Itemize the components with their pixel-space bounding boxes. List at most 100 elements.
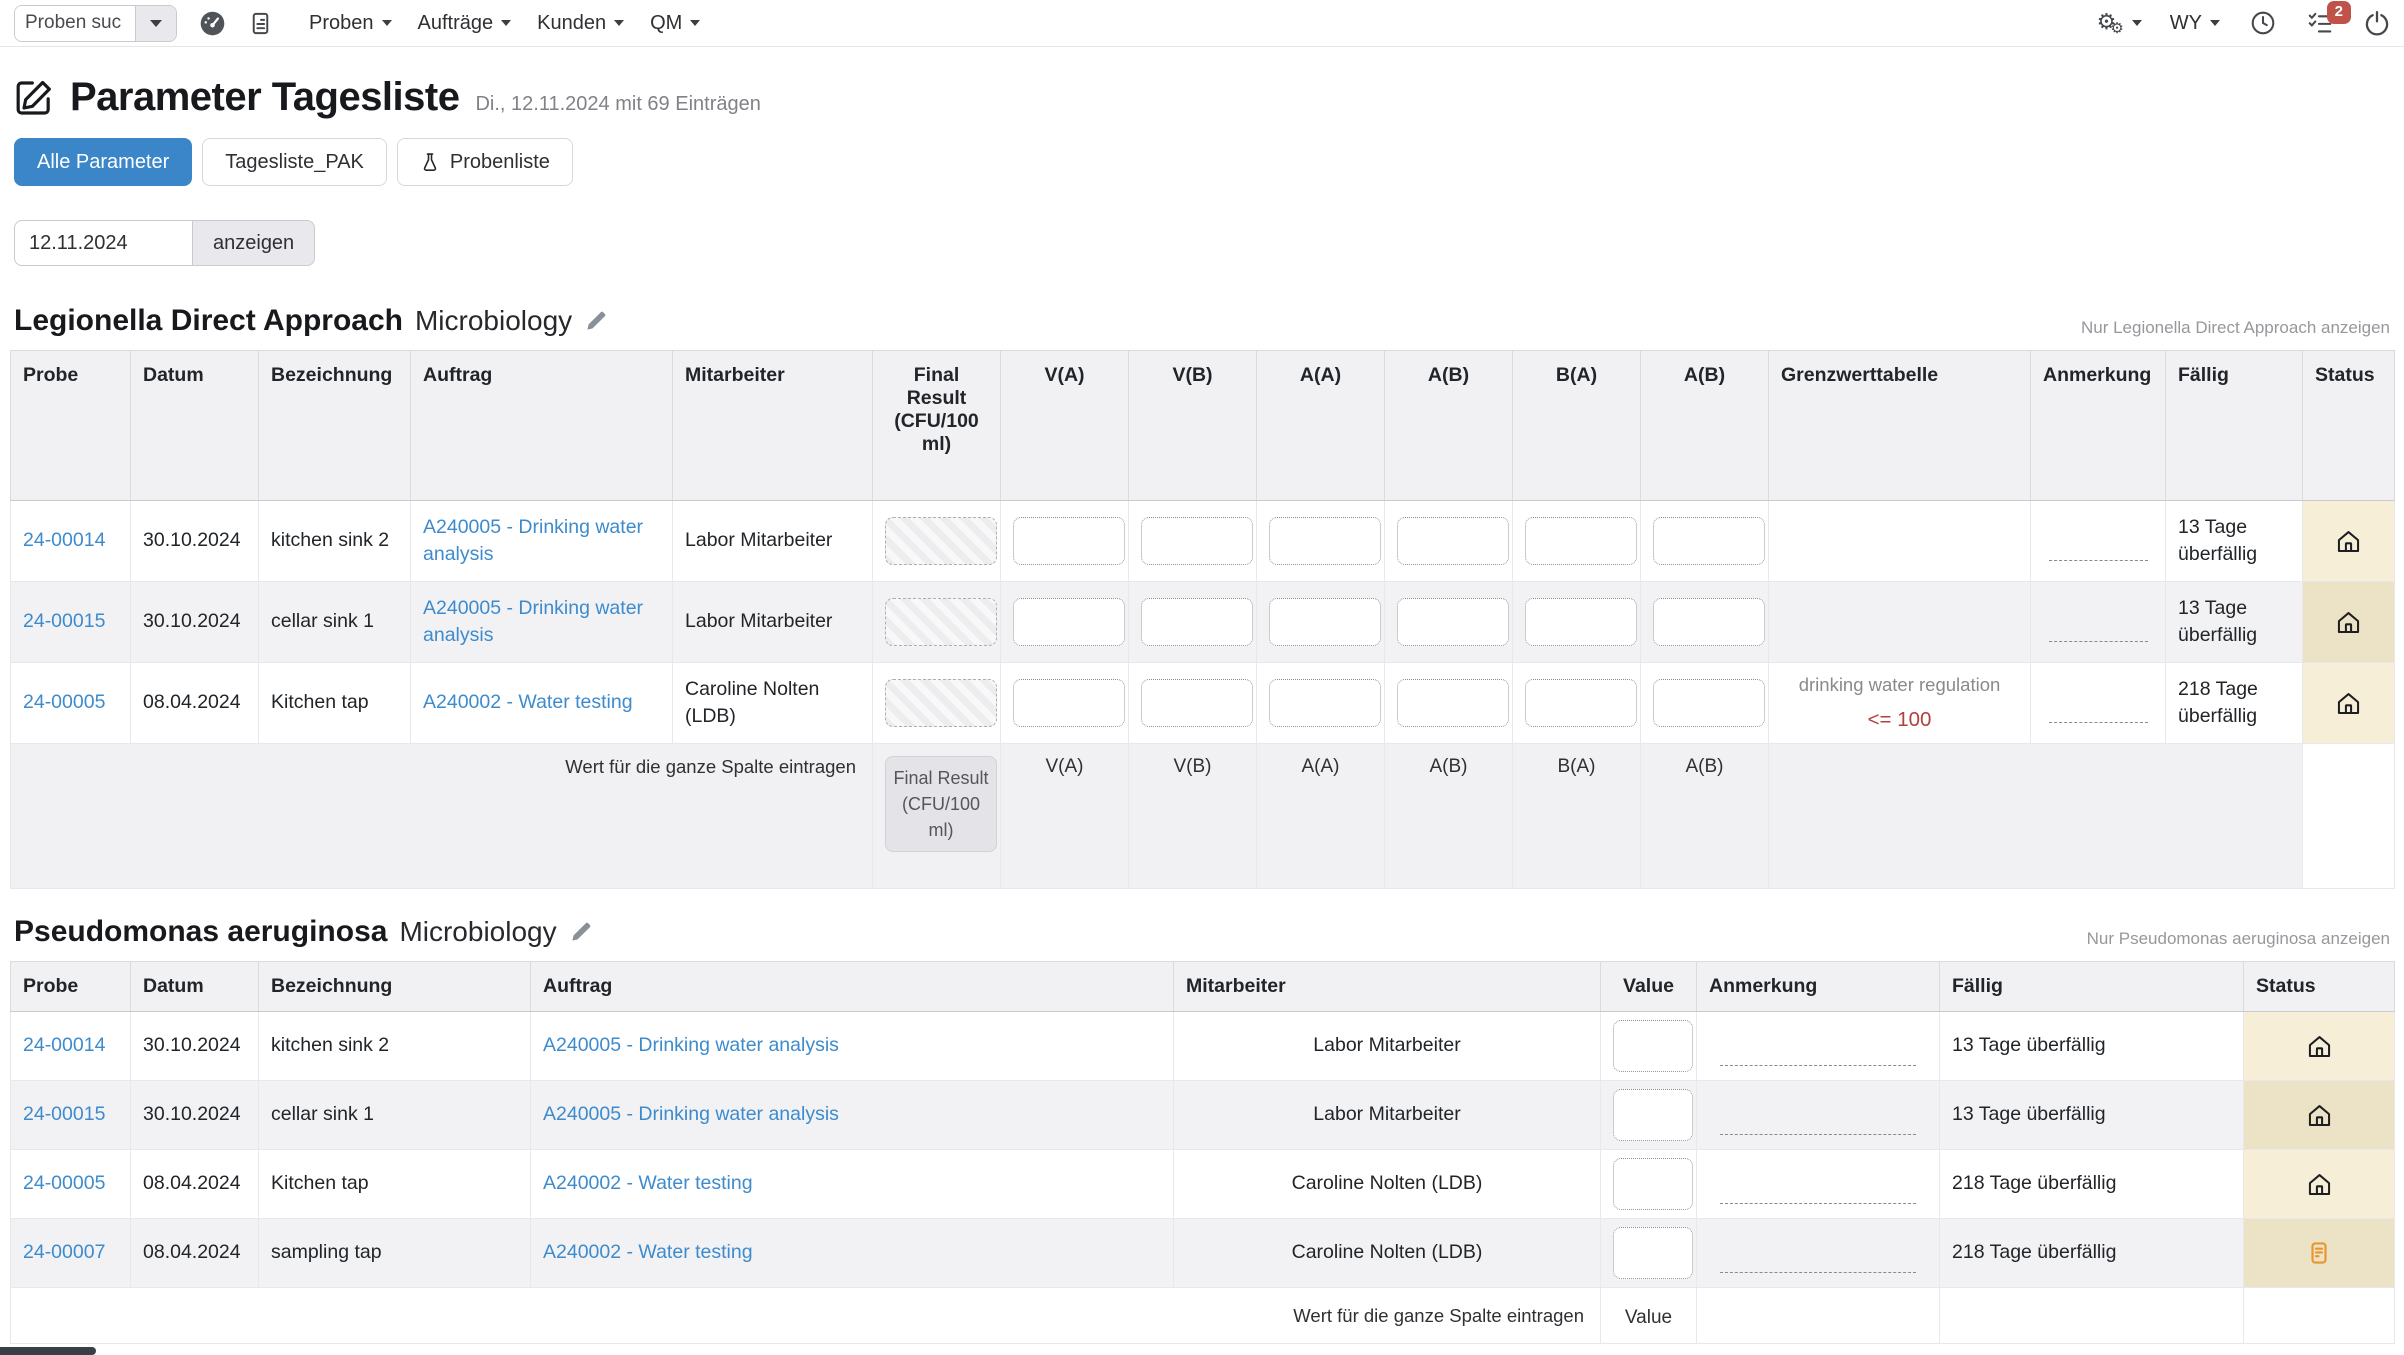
settings-menu[interactable]: ⚙ ⚙: [2096, 8, 2142, 37]
anmerkung-input[interactable]: [2048, 697, 2148, 723]
result-input-vb[interactable]: [1141, 598, 1253, 646]
auftrag-link[interactable]: A240002 - Water testing: [543, 1241, 753, 1264]
fill-ab2-label: A(B): [1685, 756, 1724, 777]
anmerkung-input[interactable]: [2048, 535, 2148, 561]
auftrag-link[interactable]: A240005 - Drinking water analysis: [543, 1103, 839, 1126]
fill-value-label: Value: [1624, 1306, 1673, 1328]
auftrag-link[interactable]: A240005 - Drinking water analysis: [423, 596, 644, 646]
result-input-ab[interactable]: [1397, 517, 1509, 565]
anmerkung-input[interactable]: [1719, 1247, 1917, 1273]
datum-cell: 30.10.2024: [130, 1080, 259, 1150]
search-input[interactable]: [15, 5, 135, 41]
probe-link[interactable]: 24-00007: [23, 1241, 106, 1264]
col-grenzwerttabelle: Grenzwerttabelle: [1768, 350, 2031, 501]
table-row: 24-00015 30.10.2024 cellar sink 1 A24000…: [10, 1080, 2395, 1150]
anzeigen-button[interactable]: anzeigen: [192, 220, 316, 266]
faellig-cell: 13 Tage überfällig: [2165, 581, 2303, 663]
auftrag-link[interactable]: A240005 - Drinking water analysis: [543, 1034, 839, 1057]
section-category: Microbiology: [414, 305, 573, 336]
value-input[interactable]: [1613, 1089, 1693, 1141]
col-bezeichnung: Bezeichnung: [258, 350, 411, 501]
result-input-va[interactable]: [1013, 517, 1125, 565]
col-ab2: A(B): [1640, 350, 1769, 501]
gears-icon: ⚙ ⚙: [2096, 8, 2124, 37]
probe-link[interactable]: 24-00015: [23, 610, 106, 633]
menu-qm[interactable]: QM: [650, 12, 701, 35]
pencil-icon[interactable]: [584, 309, 608, 333]
result-input-aa[interactable]: [1269, 517, 1381, 565]
bezeichnung-cell: cellar sink 1: [258, 1080, 531, 1150]
col-datum: Datum: [130, 961, 259, 1012]
status-cell: [2302, 581, 2395, 663]
auftrag-link[interactable]: A240005 - Drinking water analysis: [423, 515, 644, 565]
anmerkung-input[interactable]: [1719, 1040, 1917, 1066]
probe-link[interactable]: 24-00014: [23, 529, 106, 552]
result-input-ab2[interactable]: [1653, 679, 1765, 727]
result-input-ab2[interactable]: [1653, 517, 1765, 565]
search-dropdown-button[interactable]: [135, 5, 176, 41]
auftrag-link[interactable]: A240002 - Water testing: [543, 1172, 753, 1195]
document-icon[interactable]: [248, 11, 273, 36]
anmerkung-input[interactable]: [1719, 1178, 1917, 1204]
house-icon: [2315, 690, 2382, 717]
menu-auftraege[interactable]: Aufträge: [418, 12, 512, 35]
horizontal-scrollbar-thumb[interactable]: [0, 1347, 96, 1355]
grenzwert-cell: [1768, 581, 2031, 663]
tab-tagesliste-pak[interactable]: Tagesliste_PAK: [202, 138, 387, 186]
pencil-icon[interactable]: [569, 920, 593, 944]
probe-link[interactable]: 24-00015: [23, 1103, 106, 1126]
result-input-ab[interactable]: [1397, 598, 1509, 646]
tachometer-icon[interactable]: [199, 10, 226, 37]
column-fill-row: Wert für die ganze Spalte eintragen Fina…: [10, 743, 2395, 889]
menu-kunden[interactable]: Kunden: [537, 12, 625, 35]
edit-title-icon: [14, 78, 54, 118]
auftrag-link[interactable]: A240002 - Water testing: [423, 691, 633, 714]
user-initials: WY: [2169, 11, 2202, 34]
result-input-ba[interactable]: [1525, 598, 1637, 646]
bezeichnung-cell: Kitchen tap: [258, 1149, 531, 1219]
probe-link[interactable]: 24-00005: [23, 691, 106, 714]
result-input-va[interactable]: [1013, 598, 1125, 646]
result-input-ba[interactable]: [1525, 517, 1637, 565]
col-ba: B(A): [1512, 350, 1641, 501]
tab-probenliste[interactable]: Probenliste: [396, 138, 573, 186]
col-vb: V(B): [1128, 350, 1257, 501]
clock-icon[interactable]: [2250, 10, 2276, 36]
journal-icon: [2256, 1240, 2382, 1266]
value-input[interactable]: [1613, 1158, 1693, 1210]
filter-link-pseudomonas[interactable]: Nur Pseudomonas aeruginosa anzeigen: [2086, 929, 2390, 948]
result-input-vb[interactable]: [1141, 517, 1253, 565]
date-input[interactable]: [14, 220, 192, 266]
fill-final-result-button[interactable]: Final Result (CFU/100 ml): [885, 756, 997, 853]
final-result-input-disabled: [885, 598, 997, 646]
user-menu[interactable]: WY: [2170, 12, 2220, 35]
power-icon[interactable]: [2364, 10, 2390, 36]
tab-alle-parameter[interactable]: Alle Parameter: [14, 138, 193, 186]
view-tabs: Alle Parameter Tagesliste_PAK Probenlist…: [10, 138, 2394, 186]
result-input-aa[interactable]: [1269, 679, 1381, 727]
result-input-va[interactable]: [1013, 679, 1125, 727]
table-row: 24-00005 08.04.2024 Kitchen tap A240002 …: [10, 1149, 2395, 1219]
anmerkung-input[interactable]: [1719, 1109, 1917, 1135]
col-mitarbeiter: Mitarbeiter: [672, 350, 873, 501]
value-input[interactable]: [1613, 1227, 1693, 1279]
status-cell: [2302, 500, 2395, 582]
bezeichnung-cell: kitchen sink 2: [258, 500, 411, 582]
result-input-ba[interactable]: [1525, 679, 1637, 727]
anmerkung-input[interactable]: [2048, 616, 2148, 642]
filter-link-legionella[interactable]: Nur Legionella Direct Approach anzeigen: [2080, 318, 2390, 337]
checklist-icon[interactable]: 2: [2306, 1, 2351, 36]
col-probe: Probe: [10, 350, 131, 501]
probe-link[interactable]: 24-00005: [23, 1172, 106, 1195]
result-input-vb[interactable]: [1141, 679, 1253, 727]
value-input[interactable]: [1613, 1020, 1693, 1072]
result-input-aa[interactable]: [1269, 598, 1381, 646]
mitarbeiter-cell: Labor Mitarbeiter: [1173, 1011, 1601, 1081]
menu-proben[interactable]: Proben: [309, 12, 392, 35]
faellig-cell: 218 Tage überfällig: [1939, 1218, 2244, 1288]
result-input-ab[interactable]: [1397, 679, 1509, 727]
probe-link[interactable]: 24-00014: [23, 1034, 106, 1057]
col-aa: A(A): [1256, 350, 1385, 501]
result-input-ab2[interactable]: [1653, 598, 1765, 646]
mitarbeiter-cell: Caroline Nolten (LDB): [1173, 1218, 1601, 1288]
